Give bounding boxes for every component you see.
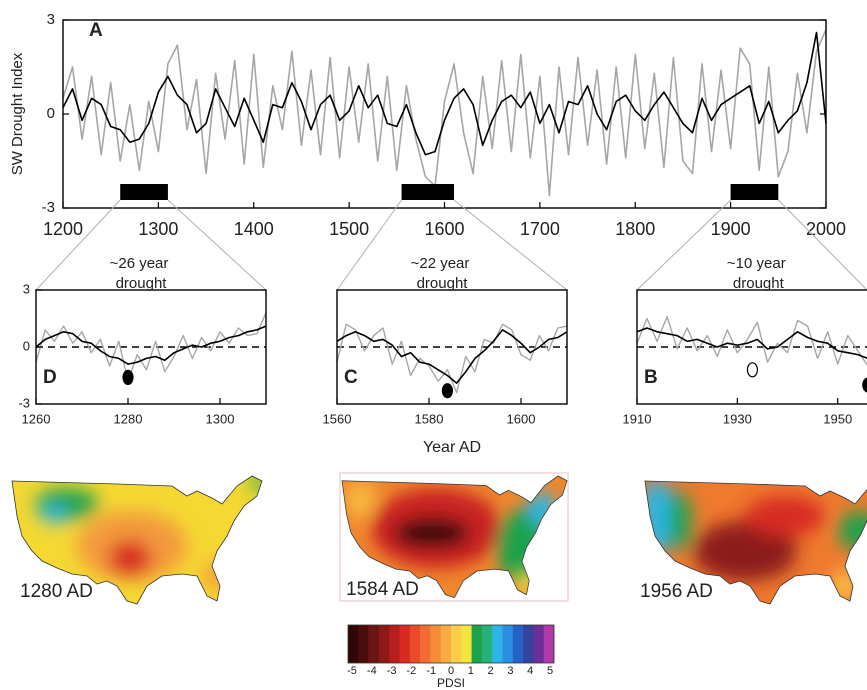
x-tick-label: 1930	[723, 411, 752, 426]
y-tick-label: 3	[47, 11, 55, 28]
x-tick-label: 2000	[806, 219, 846, 239]
colorbar-tick-label: -3	[387, 665, 397, 677]
colorbar-swatch	[481, 625, 493, 663]
drought-marker	[862, 377, 867, 393]
colorbar-swatch	[471, 625, 483, 663]
x-tick-label: 1400	[234, 219, 274, 239]
connector	[777, 199, 867, 291]
colorbar-swatch	[368, 625, 380, 663]
colorbar-swatch	[358, 625, 369, 663]
x-tick-label: 1500	[329, 219, 369, 239]
panel-letter: C	[344, 367, 358, 388]
x-tick-label: 1200	[43, 219, 83, 239]
colorbar-swatch	[409, 625, 421, 663]
colorbar-swatch	[348, 625, 359, 663]
y-tick-label: -3	[18, 395, 30, 410]
connector	[453, 199, 568, 291]
colorbar-frame	[347, 624, 555, 664]
x-tick-label: 1600	[424, 219, 464, 239]
series-line	[336, 329, 568, 384]
colorbar-swatch	[399, 625, 411, 663]
drought-marker	[746, 362, 759, 378]
annotation: drought	[733, 275, 785, 292]
y-tick-label: -3	[42, 199, 55, 216]
series-line	[35, 325, 267, 365]
connector	[35, 199, 121, 291]
annotation: ~26 year	[110, 255, 169, 272]
drought-period	[401, 184, 455, 200]
y-tick-label: 0	[23, 338, 30, 353]
x-tick-label: 1260	[22, 411, 51, 426]
colorbar-tick-label: 1	[468, 665, 474, 677]
colorbar-swatch	[451, 625, 462, 663]
connector	[636, 199, 731, 291]
panel-letter: A	[89, 20, 103, 41]
series-line	[35, 312, 267, 382]
annotation: ~10 year	[727, 255, 786, 272]
x-tick-label: 1800	[615, 219, 655, 239]
plot-frame	[336, 289, 568, 405]
colorbar-tick-label: -1	[426, 665, 436, 677]
x-tick-label: 1560	[323, 411, 352, 426]
plot-frame	[636, 289, 867, 405]
map-frame	[339, 472, 569, 602]
series-line	[62, 31, 827, 156]
panel-letter: D	[43, 367, 57, 388]
colorbar-swatch	[512, 625, 524, 663]
colorbar-tick-label: -5	[347, 665, 357, 677]
colorbar-tick-label: 4	[527, 665, 533, 677]
x-tick-label: 1280	[114, 411, 143, 426]
colorbar-tick-label: 3	[507, 665, 513, 677]
colorbar-swatch	[430, 625, 441, 663]
colorbar-swatch	[440, 625, 452, 663]
colorbar-swatch	[492, 625, 503, 663]
annotation: ~22 year	[411, 255, 470, 272]
y-tick-label: 3	[23, 281, 30, 296]
drought-marker	[122, 369, 134, 385]
colorbar-swatch	[420, 625, 431, 663]
colorbar-tick-label: -2	[407, 665, 417, 677]
x-tick-label: 1700	[520, 219, 560, 239]
colorbar-tick-label: -4	[367, 665, 377, 677]
colorbar-label: PDSI	[437, 676, 465, 690]
x-tick-label: 1580	[415, 411, 444, 426]
y-tick-label: 0	[47, 105, 55, 122]
x-axis-label: Year AD	[423, 439, 481, 456]
colorbar-tick-label: 5	[547, 665, 553, 677]
x-tick-label: 1300	[206, 411, 235, 426]
x-tick-label: 1300	[138, 219, 178, 239]
connector	[336, 199, 402, 291]
colorbar-swatch	[502, 625, 514, 663]
colorbar-swatch	[523, 625, 534, 663]
series-line	[636, 327, 867, 359]
colorbar-tick-label: 0	[448, 665, 454, 677]
drought-marker	[441, 383, 453, 399]
drought-period	[730, 184, 779, 200]
map-label: 1956 AD	[640, 581, 713, 602]
x-tick-label: 1600	[507, 411, 536, 426]
x-tick-label: 1900	[711, 219, 751, 239]
colorbar-swatch	[378, 625, 390, 663]
colorbar-swatch	[533, 625, 544, 663]
y-axis-label: SW Drought Index	[9, 52, 26, 175]
colorbar-swatch	[389, 625, 400, 663]
colorbar-swatch	[461, 625, 472, 663]
x-tick-label: 1910	[623, 411, 652, 426]
annotation: drought	[417, 275, 469, 292]
colorbar-tick-label: 2	[488, 665, 494, 677]
series-line	[336, 323, 568, 394]
map-label: 1584 AD	[346, 579, 419, 600]
drought-period	[120, 184, 168, 200]
colorbar-swatch	[543, 625, 555, 663]
x-tick-label: 1950	[823, 411, 852, 426]
connector	[167, 199, 267, 291]
series-line	[62, 29, 827, 197]
annotation: drought	[116, 275, 168, 292]
panel-letter: B	[644, 367, 658, 388]
map-label: 1280 AD	[20, 581, 93, 602]
